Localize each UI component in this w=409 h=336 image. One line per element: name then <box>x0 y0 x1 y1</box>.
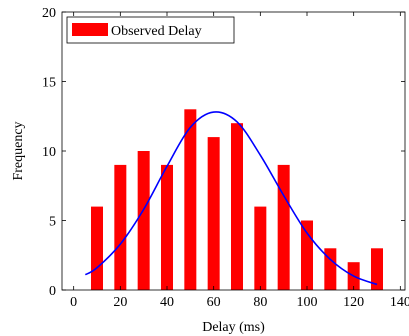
x-tick-label: 60 <box>207 295 221 310</box>
x-tick-label: 80 <box>253 295 267 310</box>
y-tick-label: 0 <box>49 284 56 299</box>
bar-60 <box>207 137 220 290</box>
legend: Observed Delay <box>66 16 235 44</box>
y-tick-label: 10 <box>42 145 56 160</box>
x-axis-label: Delay (ms) <box>202 320 265 335</box>
x-tick-label: 40 <box>160 295 174 310</box>
bar-10 <box>91 206 103 290</box>
x-tick-label: 120 <box>343 295 364 310</box>
bar-series <box>91 109 383 290</box>
bar-130 <box>371 248 383 290</box>
y-tick-label: 5 <box>49 215 56 230</box>
bar-40 <box>161 164 173 290</box>
bar-90 <box>277 164 290 290</box>
bar-50 <box>184 109 197 290</box>
x-tick-label: 0 <box>70 295 77 310</box>
x-axis-ticks: 0 20 40 60 80 100 120 140 <box>70 12 409 310</box>
legend-swatch-observed-delay <box>72 23 108 36</box>
bar-100 <box>301 220 313 290</box>
x-tick-label: 20 <box>113 295 127 310</box>
legend-label-observed-delay: Observed Delay <box>111 24 202 39</box>
y-axis-label: Frequency <box>11 121 26 180</box>
bar-70 <box>231 123 243 290</box>
x-tick-label: 140 <box>390 295 409 310</box>
fitted-curve <box>84 111 378 286</box>
bar-30 <box>137 151 150 290</box>
bar-20 <box>114 164 127 290</box>
y-tick-label: 15 <box>42 76 56 91</box>
bar-80 <box>254 206 267 290</box>
y-tick-label: 20 <box>42 6 56 21</box>
x-tick-label: 100 <box>297 295 318 310</box>
y-axis-ticks: 0 5 10 15 20 <box>42 6 405 299</box>
bar-110 <box>324 248 337 290</box>
